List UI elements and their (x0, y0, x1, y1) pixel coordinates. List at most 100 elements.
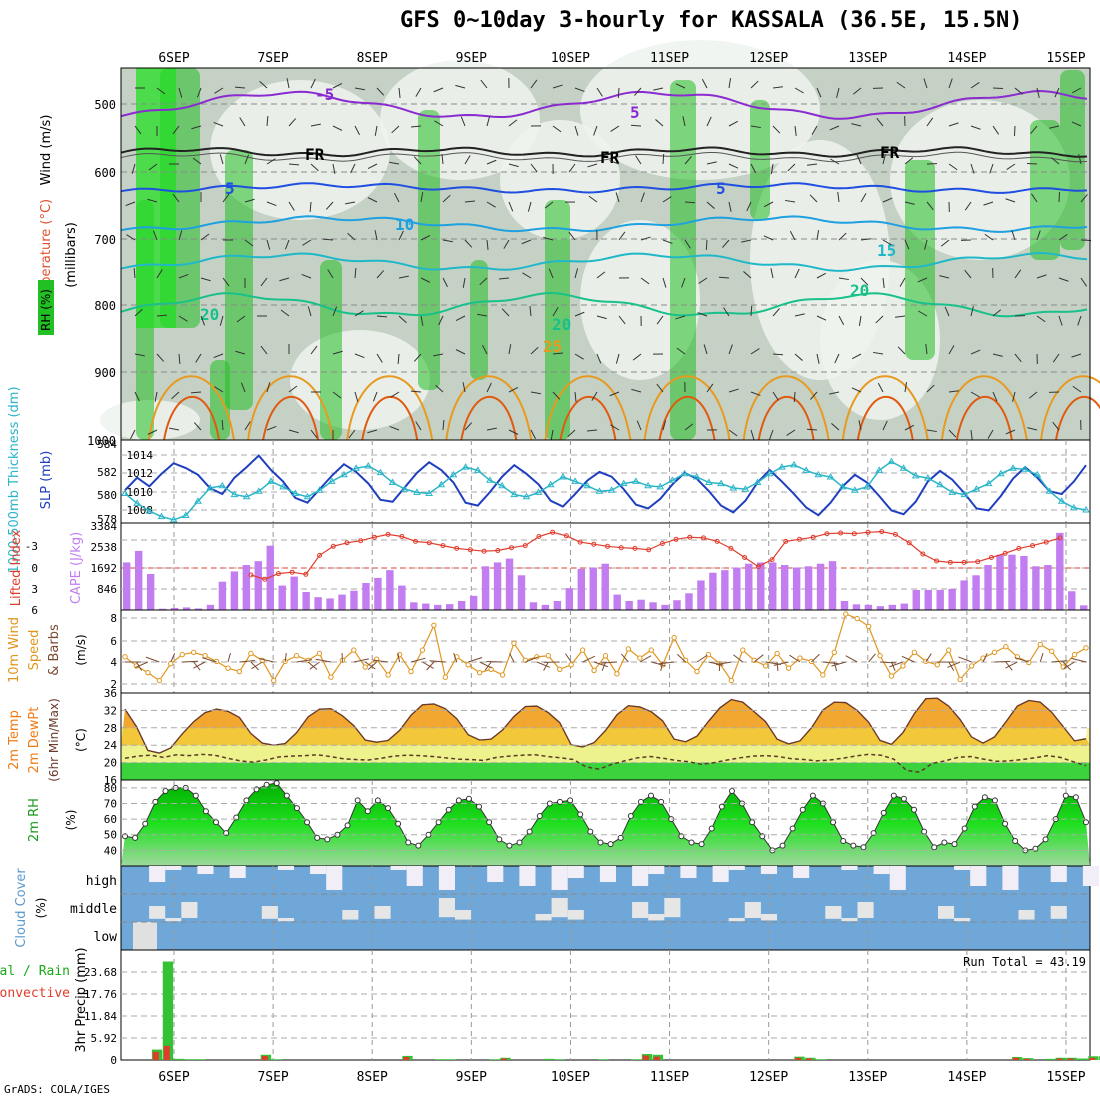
rh-marker (526, 828, 533, 835)
lifted-index-marker (317, 552, 323, 558)
upper-wind-barb (240, 382, 246, 393)
lifted-index-marker (728, 545, 734, 551)
cape-bar (314, 597, 322, 610)
upper-wind-barb (530, 391, 541, 395)
cape-bar (242, 565, 251, 610)
upper-wind-barb (148, 163, 158, 171)
cape-bar (194, 608, 203, 610)
lifted-index-marker (522, 543, 528, 549)
rh-marker (324, 836, 331, 843)
upper-wind-barb (989, 163, 994, 174)
cape-bar (924, 589, 932, 610)
cape-bar (230, 571, 239, 610)
contour-label: 25 (543, 337, 562, 356)
precip-tick: 5.92 (91, 1032, 118, 1045)
rh-marker (698, 841, 705, 848)
cape-bar (673, 600, 681, 610)
thickness-marker (741, 485, 750, 492)
upper-wind-barb (851, 353, 862, 360)
upper-wind-barb (332, 83, 343, 89)
lifted-index-marker (385, 531, 391, 537)
upper-wind-barb (529, 306, 532, 317)
cape-bar (374, 577, 382, 610)
wind-speed-marker (820, 672, 826, 678)
high-cloud-gap (326, 866, 343, 890)
upper-wind-barb (852, 87, 862, 95)
upper-wind-barb (609, 391, 620, 397)
upper-wind-barb (288, 118, 297, 127)
upper-wind-barb (882, 420, 888, 431)
upper-wind-barb (728, 429, 738, 437)
upper-wind-barb (811, 125, 818, 135)
rh-marker (344, 822, 351, 829)
high-cloud-gap (277, 866, 294, 870)
cape-bar (912, 589, 920, 610)
upper-wind-barb (1027, 427, 1038, 431)
wind-speed-marker (328, 674, 334, 680)
wind-speed-marker (900, 663, 906, 669)
wind-speed-marker (865, 623, 872, 630)
wind-speed-marker (625, 646, 632, 652)
upper-wind-barb (1036, 230, 1041, 241)
cape-bar (302, 592, 310, 610)
lifted-index-marker (371, 534, 377, 540)
wind-barb (958, 656, 972, 663)
upper-wind-barb (662, 277, 667, 288)
cloud-units: (%) (34, 898, 48, 919)
upper-wind-barb (705, 239, 708, 251)
upper-wind-barb (172, 125, 180, 135)
thickness-marker (352, 464, 361, 471)
cape-bar (541, 604, 550, 610)
slp-tick: 1010 (127, 486, 154, 499)
upper-wind-barb (374, 125, 378, 136)
temp-contour-30-lobe-9 (1055, 395, 1100, 441)
wind-barb (601, 661, 606, 671)
cape-bar (828, 561, 837, 610)
upper-wind-barb (413, 353, 422, 362)
precip-ylabel-total: Total / Rain (0, 964, 70, 979)
cape-bar (123, 562, 131, 610)
upper-wind-barb (1051, 157, 1060, 165)
day-label-bottom: 7SEP (257, 1070, 288, 1085)
lifted-index-marker (454, 545, 460, 551)
upper-wind-barb (896, 81, 906, 89)
upper-wind-barb (126, 234, 136, 241)
rh-tick: 70 (104, 797, 117, 810)
upper-ylabel-units: (millibars) (64, 222, 79, 288)
upper-wind-barb (970, 81, 980, 89)
upper-wind-barb (750, 305, 753, 317)
upper-wind-barb (354, 267, 357, 279)
wind-speed-marker (1071, 651, 1078, 658)
thickness-marker (169, 515, 178, 523)
upper-wind-barb (948, 122, 959, 127)
thickness-marker (692, 473, 701, 480)
rh-marker (648, 792, 655, 799)
lifted-index-marker (892, 531, 898, 537)
thickness-marker (826, 473, 835, 480)
pressure-tick-800: 800 (94, 299, 116, 313)
rh-marker (385, 805, 392, 812)
cape-bar (422, 603, 430, 610)
thickness-marker (972, 485, 981, 492)
upper-wind-barb (354, 87, 365, 91)
day-label-top: 15SEP (1046, 51, 1085, 66)
cape-bar (804, 566, 813, 610)
upper-wind-barb (836, 87, 840, 98)
rh-marker (516, 839, 523, 846)
upper-wind-barb (610, 125, 620, 132)
rh-moist-streak-9 (1030, 120, 1060, 260)
cape-bar (134, 550, 143, 610)
upper-wind-barb (609, 160, 620, 165)
cape-bar (182, 607, 191, 610)
upper-wind-barb (770, 163, 774, 174)
wind-barb (901, 655, 915, 663)
wind-units: (m/s) (74, 634, 88, 665)
upper-wind-barb (244, 239, 254, 247)
lifted-index-marker (920, 551, 926, 557)
temp-tick: 20 (104, 757, 117, 770)
upper-wind-barb (398, 230, 404, 241)
rh-marker (627, 812, 634, 819)
high-cloud-gap (165, 866, 182, 870)
upper-wind-barb (156, 269, 163, 279)
upper-wind-barb (501, 308, 510, 317)
